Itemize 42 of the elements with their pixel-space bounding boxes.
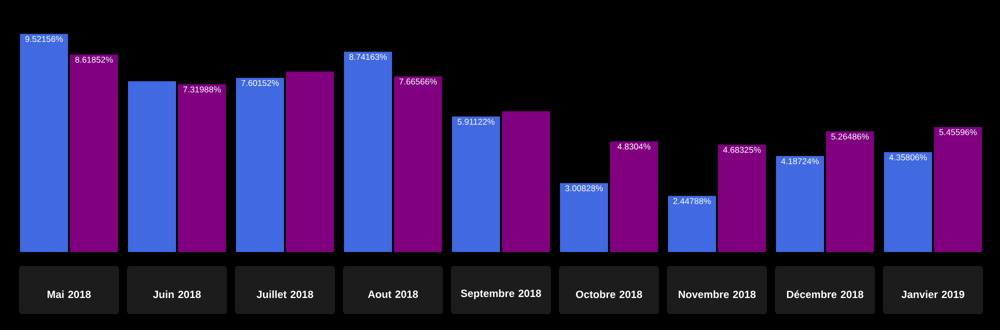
bar xyxy=(128,81,176,252)
x-tick-label: Novembre 2018 xyxy=(678,290,756,298)
bar xyxy=(668,196,716,252)
data-label: 4.68325% xyxy=(723,146,761,153)
x-tick-label: Janvier 2019 xyxy=(901,290,964,298)
data-label: 8.74163% xyxy=(349,54,387,60)
bar xyxy=(394,76,442,252)
bar xyxy=(934,126,982,252)
bar xyxy=(776,156,824,252)
bar xyxy=(884,152,932,252)
data-label: 5.45596% xyxy=(939,129,977,136)
bar xyxy=(236,78,284,252)
data-label: 7.66566% xyxy=(399,78,437,85)
bar xyxy=(718,144,766,252)
data-label: 7.60152% xyxy=(241,80,279,86)
bar xyxy=(178,84,226,252)
data-label: 3.00828% xyxy=(565,185,603,192)
x-tick-label: Octobre 2018 xyxy=(576,290,642,298)
data-label: 7.31988% xyxy=(183,86,221,92)
x-tick-label: Septembre 2018 xyxy=(460,289,542,300)
bar xyxy=(452,116,500,252)
bar xyxy=(826,131,874,252)
bar xyxy=(286,71,334,252)
data-label: 4.18724% xyxy=(781,158,819,164)
data-label: 8.61852% xyxy=(75,56,113,63)
x-tick-label: Juin 2018 xyxy=(153,290,201,298)
data-label: 9.52156% xyxy=(25,36,63,42)
x-tick-label: Mai 2018 xyxy=(48,290,91,298)
bar xyxy=(610,141,658,252)
data-label: 5.26486% xyxy=(831,134,869,140)
bar xyxy=(560,183,608,252)
x-tick-label: Juillet 2018 xyxy=(256,290,314,298)
bar xyxy=(502,111,550,252)
x-tick-label: Aout 2018 xyxy=(368,290,418,298)
data-label: 5.91122% xyxy=(458,118,494,125)
bar xyxy=(20,34,68,252)
bar xyxy=(70,54,118,252)
data-label: 4.35806% xyxy=(889,154,927,160)
bar xyxy=(344,52,392,252)
data-label: 2.44788% xyxy=(673,198,711,204)
data-label: 4.8304% xyxy=(617,144,650,150)
x-tick-label: Décembre 2018 xyxy=(787,290,864,298)
